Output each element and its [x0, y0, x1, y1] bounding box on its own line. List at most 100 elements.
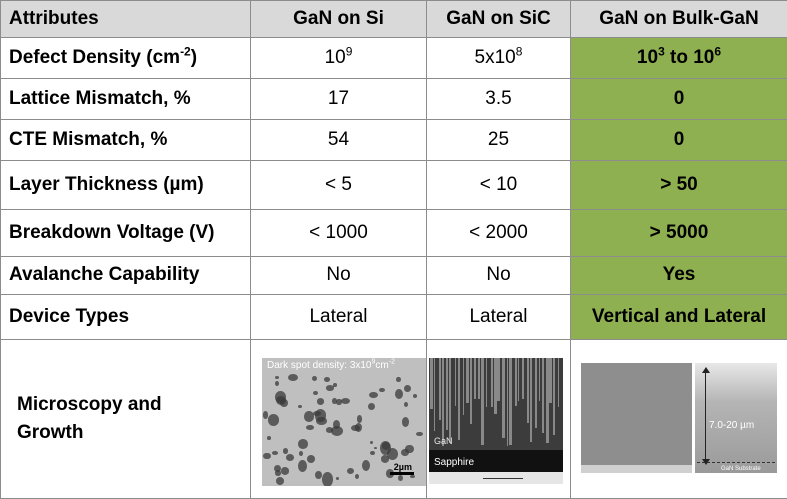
value-gan-on-si: < 1000	[250, 208, 427, 257]
thickness-label: 7.0-20 µm	[709, 420, 755, 431]
attribute-label-tail: )	[190, 47, 198, 69]
columnar-streak	[509, 358, 513, 445]
attribute-label: Lattice Mismatch, %	[0, 78, 251, 121]
dark-spot	[404, 384, 412, 393]
dark-spot-caption-exponent: 9	[371, 358, 376, 366]
dark-spot	[311, 376, 317, 382]
value-gan-on-bulk-gan: > 5000	[570, 208, 787, 257]
dark-spot	[314, 408, 327, 422]
value-gan-on-si: Lateral	[250, 294, 427, 341]
dark-spot	[274, 376, 280, 380]
dark-spot	[276, 477, 285, 485]
dark-spot	[274, 465, 282, 473]
dark-spot	[306, 455, 316, 463]
columnar-streak	[549, 358, 552, 404]
columnar-streak	[462, 358, 465, 416]
columnar-streak	[441, 358, 445, 446]
dark-spot	[316, 417, 327, 426]
microscopy-label-line1: Microscopy and	[17, 394, 162, 416]
dark-spot	[280, 399, 288, 408]
columnar-streak	[490, 358, 494, 407]
columnar-streak	[481, 358, 485, 445]
thickness-arrow-line	[705, 369, 706, 461]
dark-spot	[379, 387, 385, 392]
value-exponent: 9	[345, 44, 353, 59]
dark-spot	[356, 415, 363, 423]
value-exponent: 6	[714, 44, 722, 59]
columnar-streak	[502, 358, 505, 439]
attribute-cell: Defect Density (cm-2)	[0, 36, 251, 80]
attribute-label: Breakdown Voltage (V)	[0, 208, 251, 257]
dark-spot	[316, 398, 325, 405]
bulk-gan-surface-micrograph	[581, 363, 692, 473]
bulk-gan-cross-section: 7.0-20 µm GaN Substrate	[695, 363, 777, 473]
dark-spot	[369, 441, 373, 445]
dark-spot	[288, 374, 299, 382]
arrow-up-icon	[702, 367, 710, 373]
row-cte-mismatch: CTE Mismatch, % 54 25 0	[0, 119, 787, 161]
dark-spot	[362, 460, 371, 472]
dark-spot	[271, 451, 278, 455]
dark-spot-caption: Dark spot density: 3x109cm-2	[267, 358, 395, 371]
header-gan-on-si: GaN on Si	[250, 0, 427, 38]
dark-spot	[413, 393, 418, 398]
dark-spot	[325, 427, 333, 433]
value-gan-on-bulk-gan: > 50	[570, 159, 787, 210]
dark-spot	[347, 468, 355, 475]
dark-spot	[350, 424, 360, 432]
row-defect-density: Defect Density (cm-2) 109 5x108 103 to 1…	[0, 36, 787, 80]
gan-sapphire-cross-section: GaN Sapphire	[429, 358, 563, 484]
gan-layer-label: GaN	[434, 436, 453, 446]
dark-spot	[312, 390, 319, 396]
value-base: 10	[636, 47, 659, 69]
value-gan-on-sic: 25	[426, 119, 571, 161]
value-gan-on-si: < 5	[250, 159, 427, 210]
dark-spot	[403, 401, 408, 407]
columnar-streak	[470, 358, 472, 425]
value-base: 10	[324, 47, 346, 69]
header-attributes: Attributes	[0, 0, 251, 38]
row-device-types: Device Types Lateral Lateral Vertical an…	[0, 294, 787, 341]
substrate-label: GaN Substrate	[721, 466, 761, 472]
value-gan-on-bulk-gan: 0	[570, 119, 787, 161]
columnar-streak	[454, 358, 457, 407]
columnar-streak	[494, 358, 497, 415]
value-mid: to 10	[664, 47, 715, 69]
columnar-streak	[449, 358, 452, 443]
sapphire-layer-label: Sapphire	[434, 457, 475, 468]
value-gan-on-bulk-gan: 0	[570, 78, 787, 121]
attribute-label: Defect Density (cm	[9, 47, 181, 69]
value-gan-on-sic: Lateral	[426, 294, 571, 341]
dark-spot	[331, 425, 343, 436]
row-layer-thickness: Layer Thickness (µm) < 5 < 10 > 50	[0, 159, 787, 210]
attribute-superscript: -2	[180, 44, 191, 59]
columnar-streak	[445, 358, 449, 430]
columnar-streak	[514, 358, 517, 406]
dark-spot	[315, 470, 323, 480]
value-gan-on-si: No	[250, 255, 427, 296]
columnar-streak	[521, 358, 524, 400]
row-avalanche-capability: Avalanche Capability No No Yes	[0, 255, 787, 296]
columnar-streak	[518, 358, 520, 401]
dark-spot	[368, 391, 378, 398]
value-exponent: 8	[515, 44, 523, 59]
header-gan-on-sic: GaN on SiC	[426, 0, 571, 38]
dark-spot-micrograph: Dark spot density: 3x109cm-2 2µm	[262, 358, 426, 486]
value-gan-on-bulk-gan: Vertical and Lateral	[570, 294, 787, 341]
value-gan-on-sic: No	[426, 255, 571, 296]
dark-spot	[322, 472, 334, 486]
interface-dashed-line	[697, 462, 775, 463]
value-gan-on-sic: 3.5	[426, 78, 571, 121]
dark-spot	[274, 470, 281, 476]
dark-spot-caption-text: Dark spot density: 3x10	[267, 360, 372, 371]
scale-bar-label: 2µm	[393, 462, 412, 472]
columnar-streak	[538, 358, 541, 402]
value-gan-on-si: 17	[250, 78, 427, 121]
dark-spot	[275, 381, 279, 386]
columnar-streak	[557, 358, 560, 408]
sem-footer-bar	[581, 465, 692, 473]
row-lattice-mismatch: Lattice Mismatch, % 17 3.5 0	[0, 78, 787, 121]
columnar-streak	[506, 358, 509, 446]
attribute-label: CTE Mismatch, %	[0, 119, 251, 161]
dark-spot	[370, 450, 376, 456]
